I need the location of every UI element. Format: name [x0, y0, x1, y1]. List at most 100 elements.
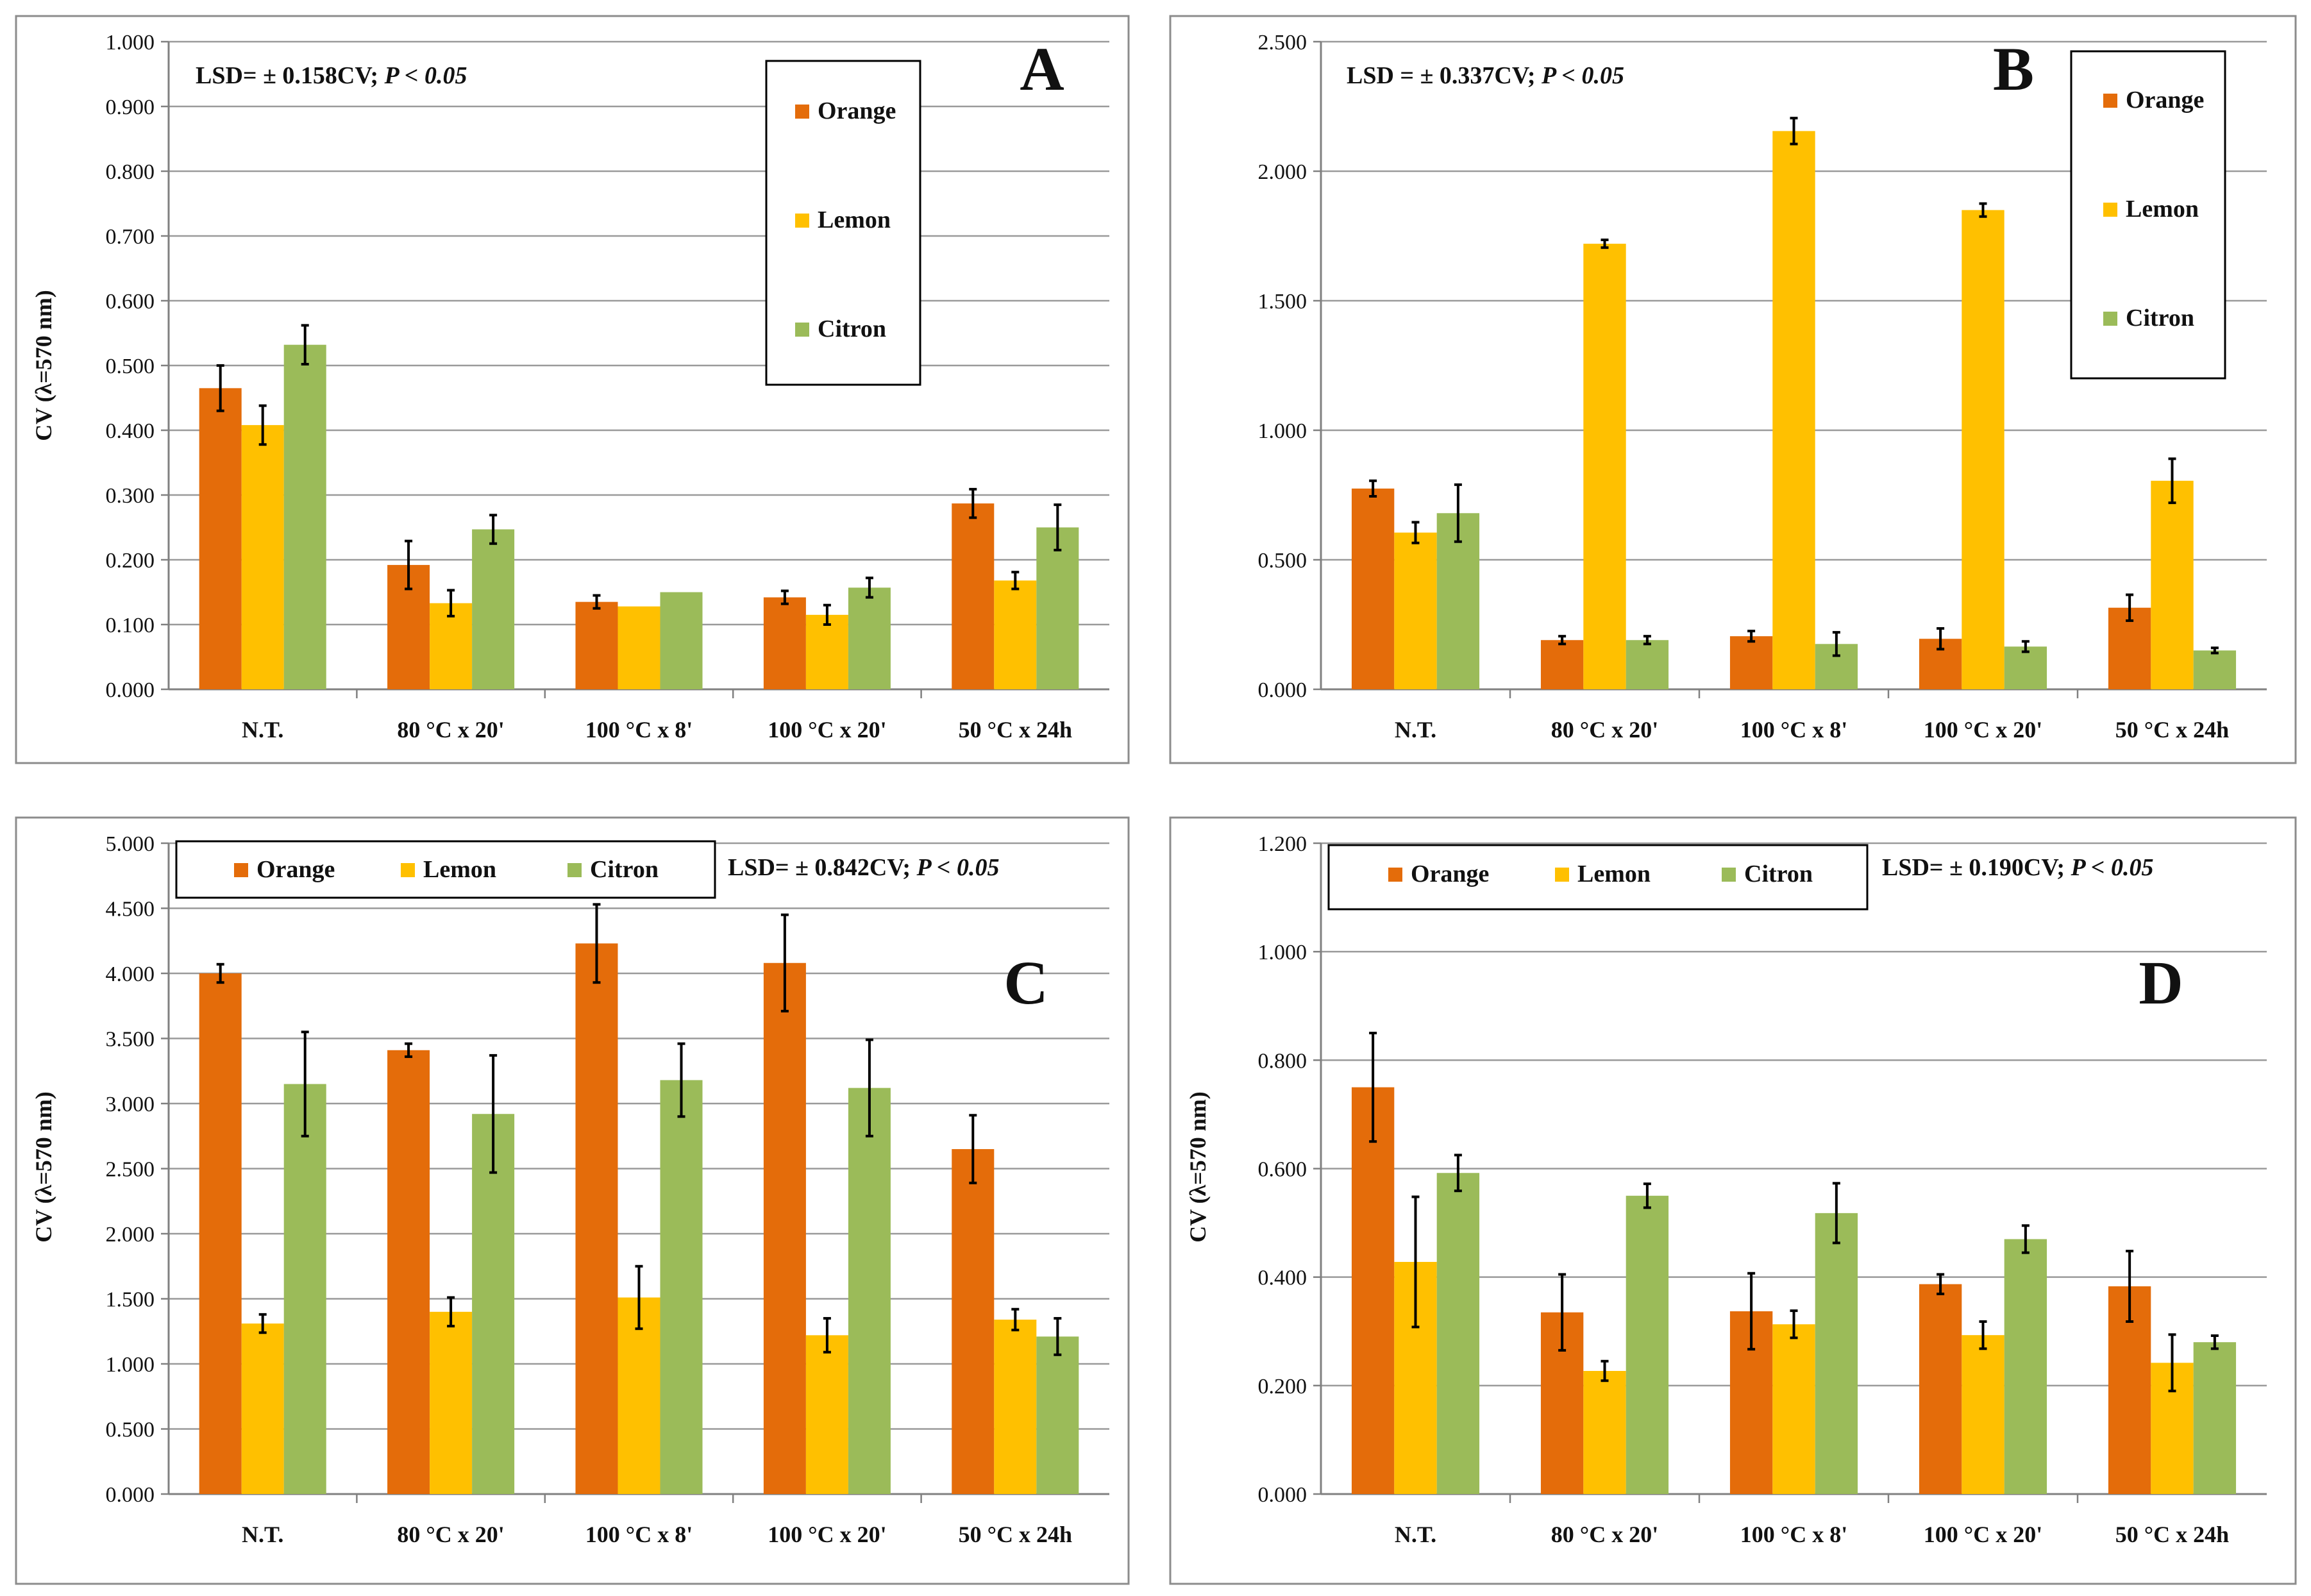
y-tick-label: 1.500 [106, 1288, 155, 1312]
y-axis-label: CV (λ=570 nm) [31, 1091, 56, 1243]
x-category-label: 50 °C x 24h [2115, 1522, 2229, 1547]
x-category-label: 50 °C x 24h [959, 717, 1072, 743]
y-tick-label: 0.500 [106, 355, 155, 378]
bar-lemon [241, 1323, 284, 1494]
y-tick-label: 0.700 [106, 225, 155, 249]
y-tick-label: 0.900 [106, 96, 155, 119]
bar-citron [472, 529, 515, 689]
lsd-value: LSD= ± 0.842CV; [728, 854, 916, 881]
bar-citron [2193, 650, 2237, 689]
legend-label-lemon: Lemon [1577, 861, 1651, 887]
legend-label-citron: Citron [590, 856, 659, 883]
bar-orange [199, 388, 242, 689]
panel-c: 0.000 0.500 1.000 1.500 2.000 2.500 3.000 3.500… [15, 816, 1130, 1585]
y-tick-label: 0.600 [1258, 1158, 1307, 1182]
y-tick-label: 0.000 [1258, 1483, 1307, 1507]
x-category-label: 80 °C x 20' [397, 1522, 504, 1547]
x-category-label: 100 °C x 8' [1740, 717, 1847, 743]
x-category-label: N.T. [242, 717, 283, 743]
legend: Orange Lemon Citron [1327, 844, 1869, 911]
bar-citron [2004, 646, 2047, 689]
y-tick-label: 3.500 [106, 1028, 155, 1052]
legend-swatch-citron [567, 863, 582, 877]
bar-lemon [618, 1297, 660, 1494]
y-tick-label: 0.400 [1258, 1266, 1307, 1290]
y-tick-label: 1.200 [1258, 832, 1307, 856]
legend-swatch-orange [1388, 868, 1402, 882]
legend-box [2070, 50, 2226, 380]
bar-lemon [1394, 532, 1437, 689]
y-tick-label: 1.500 [1258, 290, 1307, 314]
y-tick-label: 1.000 [106, 31, 155, 55]
legend-label-citron: Citron [1744, 861, 1813, 887]
p-value: P < 0.05 [2070, 854, 2153, 881]
legend-label-citron: Citron [2126, 305, 2194, 332]
bar-lemon [1772, 1324, 1815, 1494]
legend-label-orange: Orange [256, 856, 335, 883]
bar-orange [575, 601, 618, 689]
bar-citron [660, 1080, 703, 1494]
y-tick-label: 2.500 [106, 1158, 155, 1182]
legend: Orange Lemon Citron [175, 840, 716, 899]
bar-citron [1626, 640, 1669, 689]
bar-orange [575, 943, 618, 1494]
y-tick-label: 0.500 [1258, 549, 1307, 573]
y-tick-label: 0.200 [1258, 1375, 1307, 1399]
bar-lemon [1962, 1335, 2004, 1494]
bar-lemon [1772, 131, 1815, 689]
legend-label-lemon: Lemon [818, 206, 891, 233]
y-tick-label: 0.800 [106, 160, 155, 184]
y-tick-label: 1.000 [1258, 941, 1307, 964]
bar-citron [660, 592, 703, 689]
bar-citron [2193, 1342, 2237, 1494]
y-tick-label: 0.400 [106, 419, 155, 443]
x-category-label: 100 °C x 8' [585, 1522, 693, 1547]
x-category-label: 100 °C x 8' [1740, 1522, 1847, 1547]
x-category-label: 100 °C x 20' [1924, 717, 2042, 743]
y-tick-label: 0.300 [106, 484, 155, 508]
bar-orange [1351, 488, 1395, 689]
x-category-label: 100 °C x 8' [585, 717, 693, 743]
panel-d: 0.000 0.200 0.400 0.600 0.800 1.000 1.200 N.T. 8… [1169, 816, 2297, 1585]
legend: Orange Lemon Citron [2070, 50, 2226, 380]
lsd-annotation: LSD= ± 0.190CV; P < 0.05 [1882, 854, 2153, 881]
y-tick-label: 5.000 [106, 832, 155, 856]
bar-orange [952, 1149, 995, 1494]
bar-citron [283, 344, 326, 689]
bar-citron [2004, 1239, 2047, 1494]
p-value: P < 0.05 [1541, 62, 1624, 89]
y-tick-label: 4.500 [106, 898, 155, 921]
x-category-label: 50 °C x 24h [959, 1522, 1072, 1547]
bar-orange [387, 1050, 430, 1494]
y-tick-label: 0.500 [106, 1418, 155, 1442]
bar-citron [1626, 1195, 1669, 1494]
y-tick-label: 0.000 [1258, 678, 1307, 702]
x-category-label: 100 °C x 20' [1924, 1522, 2042, 1547]
panel-letter: D [2139, 948, 2183, 1017]
legend-label-lemon: Lemon [423, 856, 496, 883]
bar-lemon [2151, 480, 2194, 689]
bar-orange [763, 962, 806, 1494]
panel-a: 0.000 0.100 0.200 0.300 0.400 0.500 0.600 0.700… [15, 15, 1130, 764]
legend-swatch-lemon [795, 214, 809, 228]
y-tick-label: 0.000 [106, 678, 155, 702]
panel-letter: C [1004, 948, 1048, 1017]
bar-citron [283, 1084, 326, 1494]
legend-label-orange: Orange [818, 97, 896, 124]
bar-orange [1351, 1087, 1395, 1494]
bar-orange [1919, 1284, 1962, 1494]
y-tick-label: 0.100 [106, 614, 155, 637]
legend-swatch-lemon [1555, 868, 1569, 882]
legend-swatch-lemon [401, 863, 415, 877]
legend-label-citron: Citron [818, 315, 886, 342]
bar-lemon [430, 1311, 473, 1494]
y-tick-label: 1.000 [106, 1353, 155, 1377]
lsd-value: LSD= ± 0.158CV; [196, 62, 384, 89]
x-category-label: N.T. [1395, 717, 1436, 743]
bar-citron [1815, 1213, 1858, 1494]
panel-b: 0.000 0.500 1.000 1.500 2.000 2.500 N.T. 80 °C … [1169, 15, 2297, 764]
legend-swatch-orange [795, 105, 809, 119]
legend-label-lemon: Lemon [2126, 196, 2199, 223]
x-category-label: 80 °C x 20' [1551, 717, 1658, 743]
bar-citron [1036, 1336, 1079, 1494]
